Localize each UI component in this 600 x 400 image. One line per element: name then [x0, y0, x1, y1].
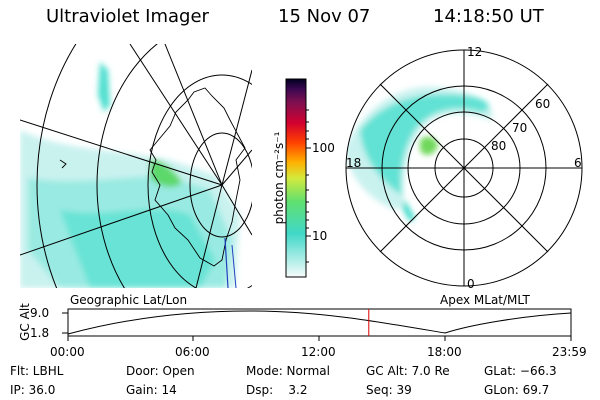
mlt-label-left: 18: [346, 156, 362, 170]
colorbar-ticks: [306, 109, 311, 263]
instrument-title: Ultraviolet Imager: [46, 6, 209, 27]
coastline: [59, 87, 246, 267]
observation-time: 14:18:50 UT: [433, 6, 544, 27]
mode-readout: Mode: Normal: [246, 364, 330, 378]
gc-alt-readout: GC Alt: 7.0 Re: [366, 364, 450, 378]
altitude-ytick-bottom: 1.8: [30, 326, 50, 340]
altitude-xtick: 18:00: [427, 345, 462, 359]
mlat-label-70: 70: [512, 121, 528, 135]
colorbar-tick-10: 10: [312, 229, 328, 243]
altitude-xtick: 23:59: [552, 345, 587, 359]
aurora-emission-left: [20, 62, 240, 288]
door-readout: Door: Open: [126, 364, 195, 378]
aurora-emission-right: [346, 86, 493, 222]
mlat-label-80: 80: [491, 139, 507, 153]
gain-readout: Gain: 14: [126, 383, 177, 397]
ip-readout: IP: 36.0: [10, 383, 56, 397]
dsp-readout: Dsp: 3.2: [246, 383, 308, 397]
glat-readout: GLat: −66.3: [484, 364, 557, 378]
right-panel-caption: Apex MLat/MLT: [440, 293, 530, 307]
altitude-axis-ticks: [62, 312, 572, 341]
altitude-xtick: 12:00: [301, 345, 336, 359]
altitude-ytick-top: 9.0: [30, 306, 50, 320]
colorbar: [285, 78, 307, 278]
mlt-label-right: 6: [574, 156, 582, 170]
left-panel-caption: Geographic Lat/Lon: [70, 293, 188, 307]
seq-readout: Seq: 39: [366, 383, 412, 397]
colorbar-unit-label: photon cm⁻²s⁻¹: [272, 131, 286, 225]
observation-date: 15 Nov 07: [278, 6, 371, 27]
colorbar-tick-100: 100: [312, 141, 335, 155]
lat-lon-grid: [20, 44, 252, 288]
altitude-plot-frame: [67, 308, 572, 337]
filter-readout: Flt: LBHL: [10, 364, 64, 378]
altitude-plot: [62, 308, 572, 341]
mlt-label-bottom: 0: [467, 277, 475, 291]
mlat-label-60: 60: [535, 97, 551, 111]
polar-grid: [345, 49, 583, 287]
polar-plot: [345, 49, 583, 287]
mlt-label-top: 12: [467, 45, 483, 59]
altitude-xtick: 00:00: [50, 345, 85, 359]
geographic-map: [20, 44, 252, 288]
altitude-xtick: 06:00: [175, 345, 210, 359]
altitude-curve: [67, 310, 572, 335]
glon-readout: GLon: 69.7: [484, 383, 550, 397]
